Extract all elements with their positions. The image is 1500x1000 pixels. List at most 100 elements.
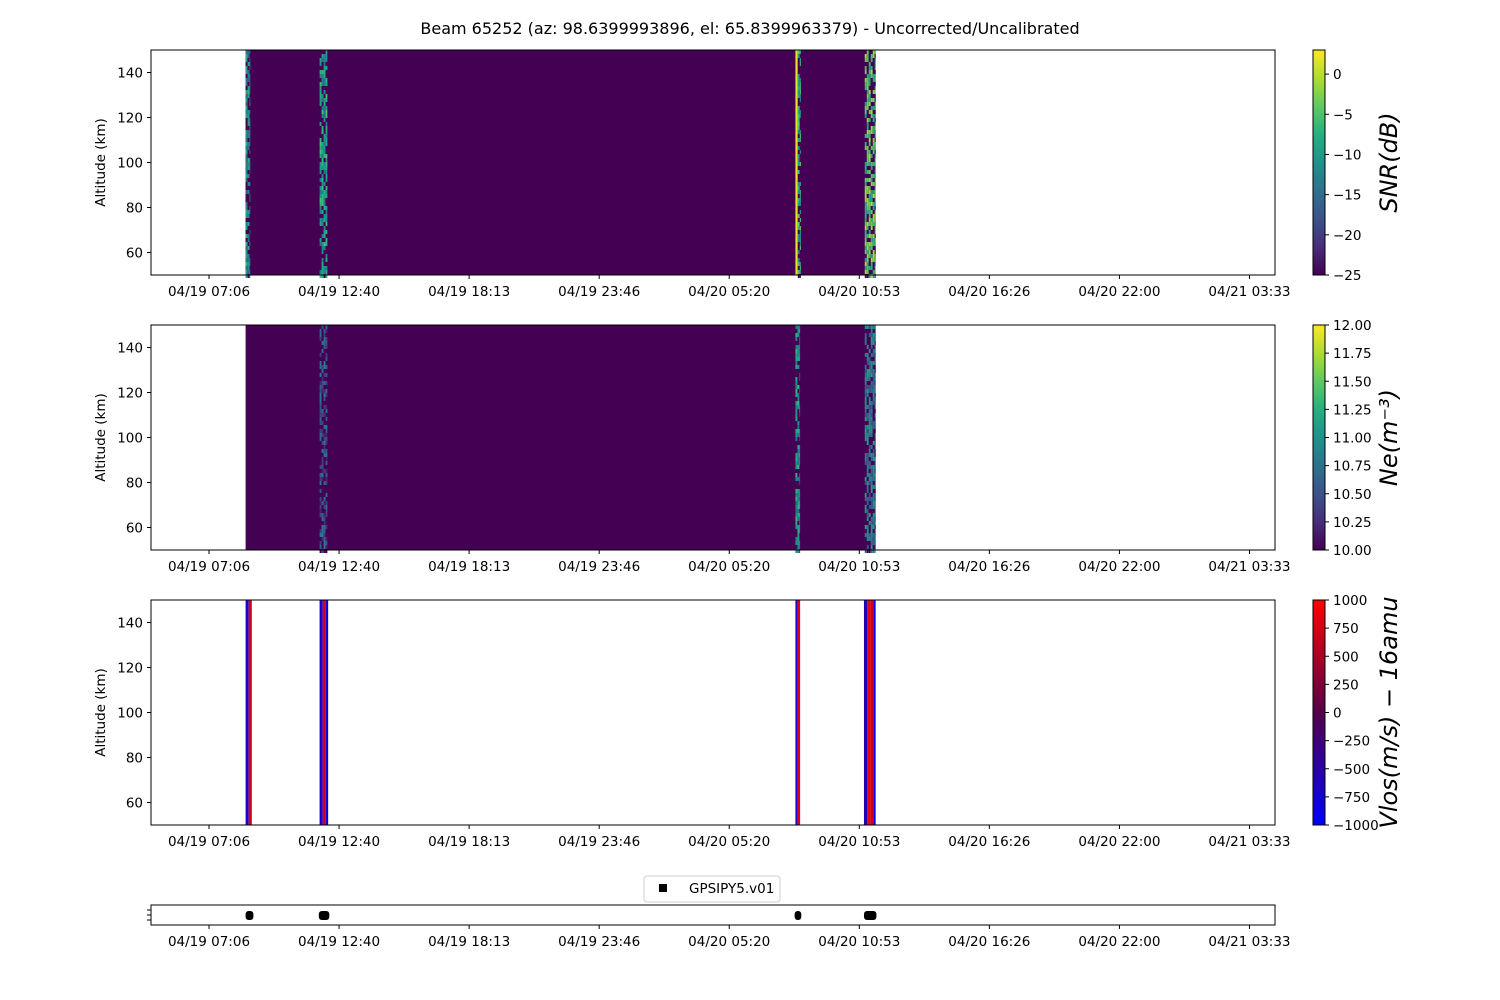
heatmap-cell [323,146,326,150]
heatmap-cell [872,230,875,234]
heatmap-cell [872,517,875,521]
heatmap-cell [866,198,869,202]
heatmap-cell [797,238,800,242]
heatmap-cell [870,449,873,453]
heatmap-cell [864,521,867,525]
heatmap-burst [870,600,874,825]
heatmap-cell [319,166,322,170]
heatmap-cell [870,82,873,86]
heatmap-cell [870,62,873,66]
heatmap-cell [866,501,869,505]
heatmap-cell [874,477,876,481]
heatmap-cell [319,513,322,517]
heatmap-cell [866,425,869,429]
heatmap-cell [868,274,871,278]
heatmap-cell [321,493,324,497]
heatmap-cell [872,541,875,545]
heatmap-cell [323,142,326,146]
heatmap-cell [249,210,251,214]
heatmap-cell [321,389,324,393]
heatmap-cell [325,341,328,345]
heatmap-cell [319,126,322,130]
heatmap-cell [799,409,801,413]
heatmap-cell [874,222,876,226]
heatmap-cell [864,222,867,226]
heatmap-cell [872,357,875,361]
heatmap-cell [874,190,876,194]
heatmap-cell [797,130,800,134]
heatmap-cell [868,405,871,409]
heatmap-cell [868,198,871,202]
heatmap-cell [874,433,876,437]
heatmap-cell [249,66,251,70]
heatmap-cell [799,142,801,146]
heatmap-cell [870,174,873,178]
heatmap-cell [874,74,876,78]
x-tick-label: 04/20 22:00 [1078,284,1160,300]
heatmap-cell [247,190,250,194]
heatmap-cell [864,170,867,174]
heatmap-cell [872,421,875,425]
heatmap-cell [799,453,801,457]
heatmap-cell [319,270,322,274]
heatmap-cell [868,457,871,461]
heatmap-cell [872,537,875,541]
heatmap-cell [325,393,328,397]
heatmap-cell [323,190,326,194]
heatmap-cell [874,349,876,353]
heatmap-cell [866,549,869,553]
heatmap-cell [325,206,328,210]
heatmap-cell [870,373,873,377]
heatmap-cell [872,489,875,493]
heatmap-cell [247,238,250,242]
heatmap-cell [319,50,322,54]
heatmap-cell [870,182,873,186]
heatmap-cell [868,341,871,345]
heatmap-cell [868,381,871,385]
heatmap-cell [799,325,801,329]
heatmap-cell [868,174,871,178]
heatmap-cell [797,226,800,230]
heatmap-cell [323,54,326,58]
heatmap-cell [868,54,871,58]
heatmap-cell [872,473,875,477]
heatmap-cell [247,258,250,262]
heatmap-cell [319,262,322,266]
heatmap-cell [325,118,328,122]
heatmap-cell [245,270,248,274]
heatmap-cell [868,202,871,206]
heatmap-cell [868,242,871,246]
heatmap-cell [866,206,869,210]
heatmap-cell [870,501,873,505]
heatmap-cell [319,94,322,98]
heatmap-cell [799,417,801,421]
heatmap-cell [797,178,800,182]
heatmap-cell [249,254,251,258]
heatmap-cell [247,122,250,126]
heatmap-cell [799,349,801,353]
heatmap-cell [866,533,869,537]
heatmap-cell [864,194,867,198]
heatmap-cell [795,449,798,453]
heatmap-cell [874,90,876,94]
heatmap-cell [799,174,801,178]
heatmap-cell [319,493,322,497]
heatmap-cell [797,134,800,138]
heatmap-cell [868,206,871,210]
heatmap-cell [319,329,322,333]
heatmap-cell [797,373,800,377]
heatmap-cell [323,449,326,453]
heatmap-cell [321,266,324,270]
heatmap-cell [866,541,869,545]
heatmap-burst [873,600,876,825]
heatmap-cell [868,78,871,82]
heatmap-cell [864,162,867,166]
heatmap-cell [325,74,328,78]
heatmap-cell [323,214,326,218]
heatmap-cell [325,457,328,461]
heatmap-cell [795,433,798,437]
heatmap-cell [797,190,800,194]
heatmap-cell [797,158,800,162]
heatmap-cell [321,357,324,361]
heatmap-cell [866,182,869,186]
